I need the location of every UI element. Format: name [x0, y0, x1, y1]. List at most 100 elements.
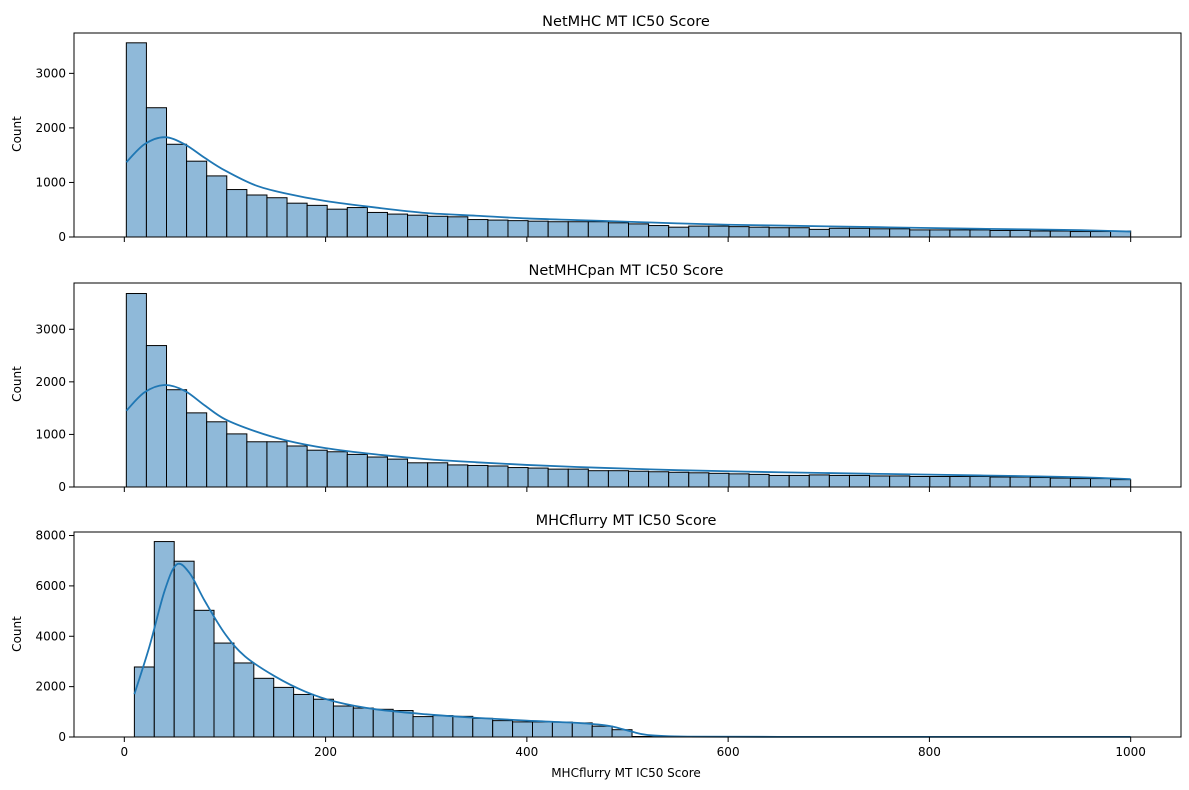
histogram-bar — [306, 449, 328, 488]
histogram-bar — [708, 225, 730, 238]
histogram-bar — [788, 227, 810, 238]
x-tick-label: 200 — [314, 745, 337, 759]
histogram-bar — [527, 467, 549, 488]
histogram-bar — [828, 227, 850, 238]
histogram-bar — [407, 214, 429, 238]
histogram-bar — [1029, 230, 1051, 238]
histogram-bar — [848, 474, 871, 488]
histogram-bar — [326, 451, 348, 488]
histogram-bar — [648, 471, 670, 488]
histogram-bar — [286, 445, 308, 488]
histogram-bar — [286, 202, 308, 238]
panel-mhcflurry: MHCflurry MT IC50 Score Count MHCflurry … — [10, 513, 1182, 780]
plot-frame — [73, 531, 1182, 738]
histogram-bar — [125, 293, 147, 488]
y-axis-label: Count — [10, 116, 24, 152]
histogram-bar — [253, 677, 275, 738]
histogram-bar — [386, 213, 409, 238]
histogram-bar — [346, 453, 368, 488]
histogram-bar — [571, 722, 593, 738]
histogram-bar — [213, 642, 235, 738]
histogram-bar — [266, 197, 288, 238]
histogram-bar — [507, 220, 529, 238]
histogram-bar — [226, 433, 248, 488]
histogram-bar — [447, 464, 469, 488]
histogram-bar — [547, 468, 569, 488]
histogram-bar — [467, 219, 489, 238]
histogram-bar — [587, 470, 609, 488]
axis-ticks: 0 1000 2000 3000 — [35, 322, 1132, 494]
x-tick-label: 400 — [515, 745, 538, 759]
y-tick-label: 1000 — [35, 175, 66, 189]
axis-ticks: 0 1000 2000 3000 — [35, 66, 1132, 244]
histogram-bar — [386, 458, 409, 488]
panel-netmhc: NetMHC MT IC50 Score Count 0 1000 2000 3000 — [10, 14, 1182, 244]
y-tick-label: 0 — [58, 730, 66, 744]
histogram-bar — [532, 721, 553, 738]
histogram-bar — [352, 707, 374, 738]
histogram-bar — [206, 421, 228, 488]
panel-title: NetMHC MT IC50 Score — [542, 14, 710, 30]
histogram-bar — [1049, 477, 1071, 488]
histogram-bar — [808, 474, 830, 488]
histogram-bar — [607, 470, 630, 488]
y-tick-label: 2000 — [35, 680, 66, 694]
histogram-bar — [145, 107, 168, 238]
histogram-bar — [828, 474, 850, 488]
panel-title: MHCflurry MT IC50 Score — [536, 513, 717, 529]
histogram-bar — [688, 472, 710, 488]
histogram-bar — [392, 710, 414, 738]
histogram-bar — [507, 467, 529, 488]
histogram-bar — [869, 228, 891, 238]
histogram-bar — [929, 229, 951, 238]
histogram-bar — [193, 609, 215, 738]
histogram-bar — [587, 221, 609, 238]
histogram-bar — [748, 226, 770, 238]
histogram-bar — [186, 412, 208, 488]
histogram-bar — [133, 666, 155, 738]
histogram-bar — [748, 473, 770, 488]
histogram-bar — [1069, 478, 1092, 488]
histogram-bar — [313, 698, 334, 738]
y-tick-label: 8000 — [35, 529, 66, 543]
plot-frame — [73, 32, 1182, 238]
y-tick-label: 6000 — [35, 579, 66, 593]
histogram-bar — [233, 662, 255, 738]
histogram-bar — [969, 475, 991, 488]
axis-ticks: 0 2000 4000 6000 8000 0 200 400 600 800 1000 — [35, 529, 1146, 759]
histogram-bar — [949, 229, 971, 238]
histogram-bar — [909, 229, 931, 238]
histogram-bar — [768, 474, 790, 488]
histogram-bar — [512, 721, 534, 738]
panel-title: NetMHCpan MT IC50 Score — [529, 263, 724, 279]
histogram-bar — [1090, 478, 1112, 488]
histogram-bar — [607, 222, 630, 238]
histogram-bar — [708, 472, 730, 488]
y-tick-label: 3000 — [35, 66, 66, 80]
histogram-bar — [306, 204, 328, 238]
histogram-bar — [808, 228, 830, 238]
histogram-bar — [246, 441, 268, 488]
histogram-bar — [412, 716, 434, 738]
histogram-bar — [447, 216, 469, 238]
histogram-bars — [125, 293, 1132, 488]
x-axis-label: MHCflurry MT IC50 Score — [551, 766, 701, 780]
histogram-bar — [889, 228, 911, 238]
x-tick-label: 0 — [120, 745, 128, 759]
histogram-bar — [567, 468, 589, 488]
histogram-bar — [372, 708, 394, 738]
histogram-bar — [427, 215, 449, 238]
histogram-bar — [1009, 229, 1031, 238]
histogram-bar — [145, 345, 168, 488]
kde-curve — [125, 384, 1131, 481]
histogram-bar — [492, 720, 514, 738]
histogram-bar — [1090, 231, 1112, 238]
histogram-bar — [768, 227, 790, 238]
histogram-bar — [226, 189, 248, 238]
y-tick-label: 0 — [58, 480, 66, 494]
histogram-bar — [1069, 231, 1092, 238]
histogram-bar — [332, 705, 354, 738]
histogram-bar — [728, 473, 750, 488]
x-tick-label: 1000 — [1115, 745, 1146, 759]
histogram-bar — [487, 219, 509, 238]
